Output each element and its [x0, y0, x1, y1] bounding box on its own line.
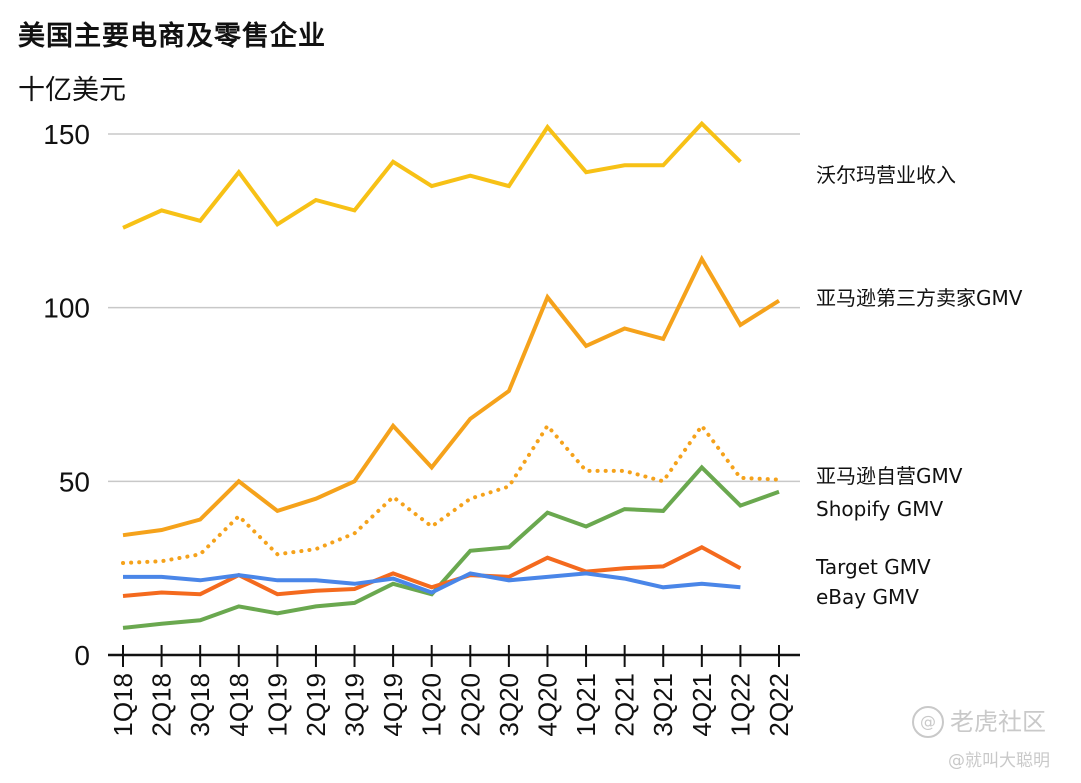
- x-tick-label-0: 1Q18: [108, 673, 138, 737]
- y-tick-label-100: 100: [43, 293, 90, 324]
- x-tick-label-8: 1Q20: [417, 673, 447, 737]
- x-tick-label-6: 3Q19: [340, 673, 370, 737]
- y-tick-label-150: 150: [43, 119, 90, 150]
- series-label-4: Target GMV: [815, 555, 931, 579]
- x-tick-label-3: 4Q18: [224, 673, 254, 737]
- watermark-logo-icon: @: [912, 706, 944, 738]
- chart-title: 美国主要电商及零售企业: [18, 21, 326, 52]
- x-tick-label-2: 3Q18: [185, 673, 215, 737]
- y-axis-unit-label: 十亿美元: [18, 75, 126, 106]
- series-label-5: eBay GMV: [816, 585, 919, 609]
- series-lines: [121, 120, 781, 630]
- x-tick-label-9: 2Q20: [455, 673, 485, 737]
- x-tick-label-14: 3Q21: [648, 673, 678, 737]
- x-tick-label-13: 2Q21: [610, 673, 640, 737]
- gridlines: [108, 133, 800, 483]
- x-tick-label-15: 4Q21: [687, 673, 717, 737]
- series-line-1: [122, 254, 781, 538]
- series-line-3: [122, 464, 780, 630]
- x-tick-label-12: 1Q21: [571, 673, 601, 737]
- series-line-0: [122, 120, 742, 230]
- watermark-user: @就叫大聪明: [948, 751, 1050, 771]
- x-tick-label-10: 3Q20: [494, 673, 524, 737]
- series-line-4: [122, 545, 742, 598]
- series-label-0: 沃尔玛营业收入: [816, 163, 956, 187]
- x-tick-label-11: 4Q20: [532, 673, 562, 737]
- series-line-2: [121, 422, 781, 565]
- x-tick-label-4: 1Q19: [262, 673, 292, 737]
- x-tick-label-7: 4Q19: [378, 673, 408, 737]
- y-tick-label-0: 0: [74, 640, 90, 671]
- x-tick-label-5: 2Q19: [301, 673, 331, 737]
- series-label-1: 亚马逊第三方卖家GMV: [816, 286, 1023, 310]
- series-label-2: 亚马逊自营GMV: [816, 464, 963, 488]
- x-tick-label-16: 1Q22: [725, 673, 755, 737]
- watermark-name: 老虎社区: [950, 708, 1046, 736]
- x-tick-label-1: 2Q18: [147, 673, 177, 737]
- x-axis: 1Q18 2Q18 3Q18 4Q18 1Q19 2Q19 3Q19 4Q19 1Q20 2Q20…: [108, 645, 800, 737]
- x-tick-label-17: 2Q22: [764, 673, 794, 737]
- series-line-5: [123, 571, 741, 595]
- y-axis-ticks: 0 50 100 150: [43, 119, 90, 671]
- series-label-3: Shopify GMV: [816, 497, 943, 521]
- y-tick-label-50: 50: [59, 466, 90, 497]
